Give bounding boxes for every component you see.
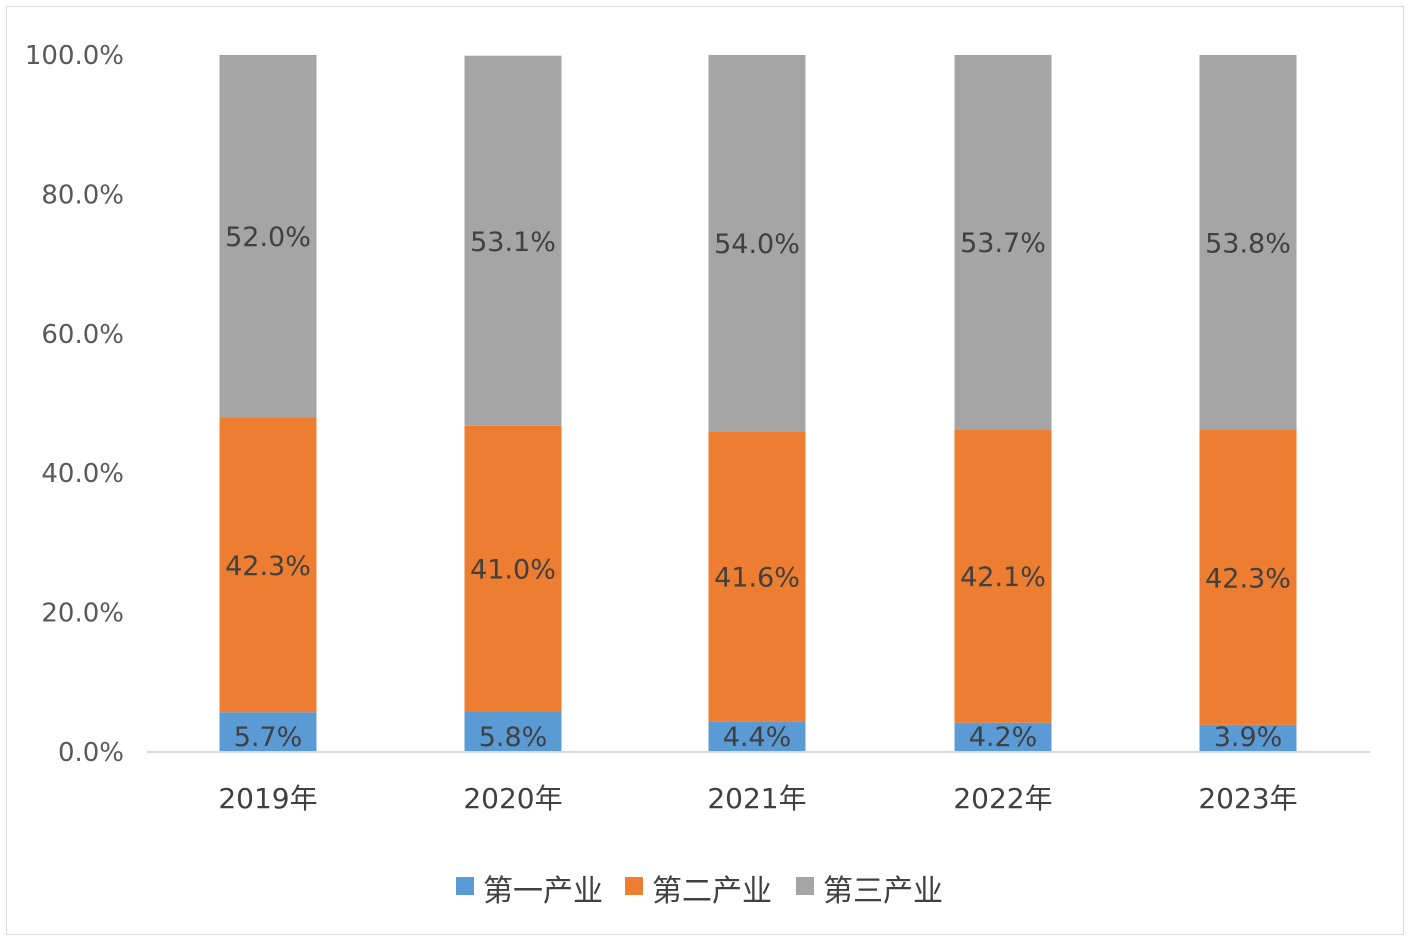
- y-tick-label: 40.0%: [41, 459, 124, 489]
- data-label: 53.7%: [960, 228, 1046, 259]
- data-label: 52.0%: [225, 222, 311, 253]
- data-label: 3.9%: [1214, 722, 1283, 753]
- legend-swatch: [625, 877, 643, 895]
- y-tick-label: 100.0%: [25, 41, 124, 71]
- data-label: 53.8%: [1205, 228, 1291, 259]
- bar-segment: [708, 55, 806, 432]
- data-label: 4.2%: [969, 722, 1038, 753]
- y-tick-label: 0.0%: [58, 738, 124, 768]
- data-label: 4.4%: [723, 722, 792, 753]
- bar-segment: [219, 417, 317, 713]
- bar-segment: [708, 431, 806, 722]
- data-label: 41.0%: [470, 555, 556, 586]
- bar-segment: [219, 55, 317, 418]
- bar-segment: [954, 55, 1052, 430]
- legend-label: 第三产业: [823, 874, 943, 909]
- legend-label: 第一产业: [483, 874, 603, 909]
- bar-segment: [464, 425, 562, 712]
- y-tick-label: 60.0%: [41, 320, 124, 350]
- data-label: 5.7%: [234, 722, 303, 753]
- bar-segment: [1199, 55, 1297, 430]
- bar-segment: [954, 429, 1052, 723]
- legend-swatch: [796, 877, 814, 895]
- x-category-label: 2020年: [463, 782, 562, 815]
- bar-segment: [1199, 724, 1297, 752]
- bar-segment: [464, 711, 562, 752]
- data-label: 41.6%: [714, 562, 800, 593]
- bar-segment: [1199, 429, 1297, 725]
- legend-swatch: [456, 877, 474, 895]
- bar-segment: [464, 55, 562, 426]
- data-label: 5.8%: [479, 722, 548, 753]
- bar-segment: [954, 722, 1052, 752]
- x-category-label: 2021年: [707, 782, 806, 815]
- legend-label: 第二产业: [652, 874, 772, 909]
- y-tick-label: 20.0%: [41, 599, 124, 629]
- x-category-label: 2022年: [953, 782, 1052, 815]
- data-label: 42.1%: [960, 562, 1046, 593]
- bar-segment: [708, 721, 806, 752]
- data-label: 54.0%: [714, 229, 800, 260]
- data-label: 42.3%: [1205, 563, 1291, 594]
- x-category-label: 2023年: [1198, 782, 1297, 815]
- bar-segment: [219, 712, 317, 752]
- x-category-label: 2019年: [218, 782, 317, 815]
- data-label: 53.1%: [470, 227, 556, 258]
- y-tick-label: 80.0%: [41, 180, 124, 210]
- data-label: 42.3%: [225, 551, 311, 582]
